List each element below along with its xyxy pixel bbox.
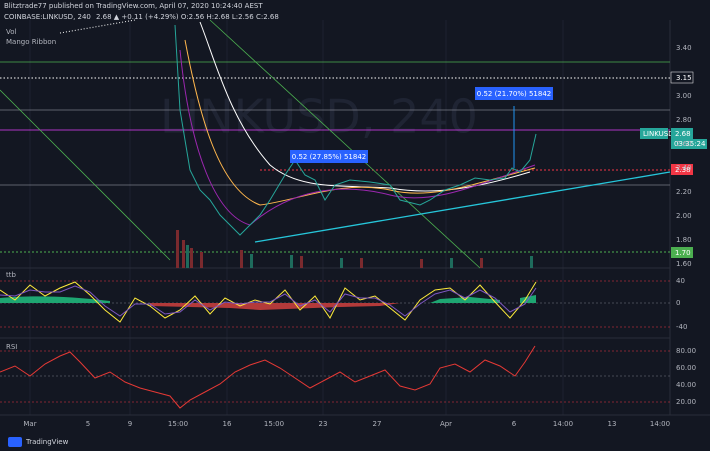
symbol: COINBASE:LINKUSD, 240 bbox=[4, 13, 91, 21]
time-axis-label: 9 bbox=[128, 420, 132, 428]
price-axis-label: 3.00 bbox=[676, 92, 692, 100]
time-axis-label: 6 bbox=[512, 420, 517, 428]
price-axis-label: 3.40 bbox=[676, 44, 692, 52]
footer-brand: TradingView bbox=[25, 438, 69, 446]
callout bbox=[290, 150, 368, 163]
rsi-axis-label: 60.00 bbox=[676, 364, 696, 372]
price-tag bbox=[671, 128, 693, 139]
oscillator-axis-label: 0 bbox=[676, 299, 680, 307]
callout-text: 0.52 (21.70%) 51842 bbox=[477, 90, 551, 98]
oscillator-axis-label: -40 bbox=[676, 323, 687, 331]
time-axis-label: 16 bbox=[223, 420, 232, 428]
callout-text: 0.52 (27.85%) 51842 bbox=[292, 153, 366, 161]
moving-average bbox=[179, 49, 536, 226]
quote: 2.68 ▲ +0.11 (+4.29%) O:2.56 H:2.68 L:2.… bbox=[96, 13, 279, 21]
grid bbox=[29, 20, 564, 415]
watermark: LINKUSD, 240 bbox=[160, 90, 478, 144]
histogram bbox=[0, 295, 536, 303]
oscillator-signal bbox=[0, 285, 537, 317]
trend-line bbox=[209, 19, 481, 269]
price-axis-label: 1.60 bbox=[676, 260, 692, 268]
price-axis-label: 2.80 bbox=[676, 116, 692, 124]
trend-line bbox=[0, 89, 171, 261]
time-axis-label: 23 bbox=[319, 420, 328, 428]
rsi-axis-label: 40.00 bbox=[676, 381, 696, 389]
price-tag-text: 1.70 bbox=[675, 249, 691, 257]
oscillator-line bbox=[0, 281, 537, 323]
histogram bbox=[150, 303, 400, 310]
rsi-axis-label: 20.00 bbox=[676, 398, 696, 406]
price-tag bbox=[670, 71, 694, 84]
price-axis-label: 2.20 bbox=[676, 188, 692, 196]
legend-item: Mango Ribbon bbox=[6, 38, 56, 46]
volume-bars bbox=[176, 230, 483, 268]
time-axis-label: 14:00 bbox=[650, 420, 670, 428]
price-line bbox=[174, 24, 537, 236]
time-axis-label: 13 bbox=[608, 420, 617, 428]
legend-item: Vol bbox=[6, 28, 17, 36]
price-tag-text: 2.38 bbox=[675, 166, 691, 174]
price-tag-text: 3.15 bbox=[676, 74, 692, 82]
countdown-text: 03:35:24 bbox=[674, 140, 706, 148]
price-axis-label: 2.40 bbox=[676, 164, 692, 172]
pane-label: RSI bbox=[6, 343, 17, 351]
pane-label: ttb bbox=[6, 271, 16, 279]
price-tag bbox=[671, 247, 693, 258]
author-line: Blitztrade77 published on TradingView.co… bbox=[4, 2, 263, 10]
brand-logo bbox=[8, 437, 22, 447]
symbol-tag bbox=[640, 128, 668, 139]
time-axis-label: 5 bbox=[86, 420, 90, 428]
countdown-tag bbox=[671, 139, 707, 149]
volume-bars bbox=[186, 245, 533, 268]
rsi-axis-label: 80.00 bbox=[676, 347, 696, 355]
time-axis-label: 27 bbox=[373, 420, 382, 428]
price-axis-label: 1.80 bbox=[676, 236, 692, 244]
price-axis-label: 2.00 bbox=[676, 212, 692, 220]
time-axis-label: Apr bbox=[440, 420, 452, 428]
price-tag bbox=[671, 164, 693, 175]
symbol-tag-text: LINKUSD bbox=[643, 130, 674, 138]
time-axis-label: 15:00 bbox=[168, 420, 188, 428]
oscillator-axis-label: 40 bbox=[676, 277, 685, 285]
time-axis-label: 15:00 bbox=[264, 420, 284, 428]
rsi-line bbox=[0, 345, 536, 409]
moving-average bbox=[184, 39, 536, 206]
price-tag-text: 2.68 bbox=[675, 130, 691, 138]
time-axis-label: 14:00 bbox=[553, 420, 573, 428]
callout bbox=[475, 87, 553, 100]
trend-line bbox=[254, 171, 671, 243]
trend-line bbox=[59, 19, 136, 34]
time-axis-label: Mar bbox=[23, 420, 36, 428]
price-axis-label: 2.60 bbox=[676, 140, 692, 148]
